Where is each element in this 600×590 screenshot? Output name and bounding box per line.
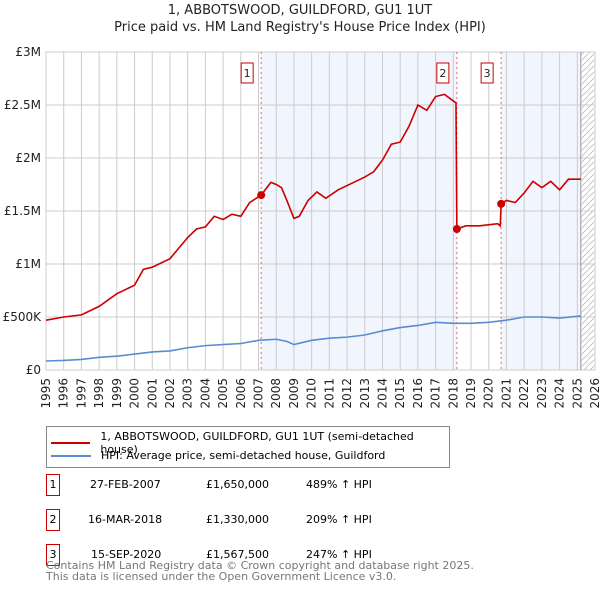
y-tick-label: £2M <box>15 151 41 165</box>
x-tick-label: 1995 <box>39 378 53 409</box>
legend: 1, ABBOTSWOOD, GUILDFORD, GU1 1UT (semi-… <box>46 426 450 468</box>
plot-frame <box>45 51 596 371</box>
y-tick-label: £1.5M <box>4 204 41 218</box>
x-tick-label: 2022 <box>517 378 531 409</box>
y-tick-label: £0 <box>26 363 41 377</box>
sale-marker-box <box>240 62 254 84</box>
x-tick-label: 2020 <box>482 378 496 409</box>
sale-marker-box <box>436 62 450 84</box>
x-tick-label: 2023 <box>535 378 549 409</box>
plot-area: 1995 1996 1997 1998 1999 2000 2001 2002 2003 2004… <box>3 45 600 409</box>
x-tick-label: 2003 <box>181 378 195 409</box>
sale-date: 27-FEB-2007 <box>90 478 161 491</box>
x-tick-label: 1997 <box>74 378 88 409</box>
x-tick-label: 2024 <box>553 378 567 409</box>
x-tick-label: 2017 <box>429 378 443 409</box>
x-tick-label: 2010 <box>305 378 319 409</box>
x-tick-label: 2007 <box>252 378 266 409</box>
x-tick-label: 2008 <box>269 378 283 409</box>
x-tick-label: 2013 <box>358 378 372 409</box>
footer: Contains HM Land Registry data © Crown c… <box>46 560 474 582</box>
sale-date: 15-SEP-2020 <box>91 548 162 561</box>
sale-point <box>497 199 506 208</box>
sale-marker-box <box>480 62 494 84</box>
x-tick-label: 2015 <box>393 378 407 409</box>
x-tick-label: 2019 <box>464 378 478 409</box>
x-tick-label: 1996 <box>57 378 71 409</box>
footer-line-2: This data is licensed under the Open Gov… <box>46 570 397 583</box>
sale-hpi-change: 247% ↑ HPI <box>306 548 372 561</box>
sale-marker-label: 3 <box>46 544 60 566</box>
x-tick-label: 1999 <box>110 378 124 409</box>
x-tick-label: 2012 <box>340 378 354 409</box>
hpi-line <box>45 315 581 362</box>
sale-row: 1 27-FEB-2007 £1,650,000 489% ↑ HPI <box>46 474 446 496</box>
x-tick-label: 2004 <box>198 378 212 409</box>
sale-point <box>452 225 461 234</box>
sale-marker-label: 3 <box>484 67 491 80</box>
x-tick-label: 2002 <box>163 378 177 409</box>
x-tick-label: 1998 <box>92 378 106 409</box>
sale-row: 3 15-SEP-2020 £1,567,500 247% ↑ HPI <box>46 544 446 566</box>
legend-swatch-property <box>51 442 91 444</box>
legend-swatch-hpi <box>51 454 91 457</box>
sale-marker-label: 2 <box>439 67 446 80</box>
x-tick-label: 2006 <box>234 378 248 409</box>
sale-marker-label: 1 <box>46 474 60 496</box>
legend-label-property: 1, ABBOTSWOOD, GUILDFORD, GU1 1UT (semi-… <box>100 430 414 456</box>
chart-title: 1, ABBOTSWOOD, GUILDFORD, GU1 1UT <box>167 3 433 18</box>
x-tick-label: 2016 <box>411 378 425 409</box>
sale-row: 2 16-MAR-2018 £1,330,000 209% ↑ HPI <box>46 509 446 531</box>
x-tick-label: 2009 <box>287 378 301 409</box>
x-tick-label: 2018 <box>446 378 460 409</box>
x-tick-label: 2011 <box>322 378 336 409</box>
chart-subtitle: Price paid vs. HM Land Registry's House … <box>114 20 486 35</box>
sale-hpi-change: 209% ↑ HPI <box>306 513 372 526</box>
y-tick-label: £500K <box>3 310 43 324</box>
sale-marker-label: 1 <box>244 67 251 80</box>
sale-price: £1,567,500 <box>206 548 269 561</box>
x-tick-label: 2005 <box>216 378 230 409</box>
x-tick-label: 2014 <box>375 378 389 409</box>
legend-label-hpi: HPI: Average price, semi-detached house,… <box>101 449 386 462</box>
x-tick-label: 2025 <box>570 378 584 409</box>
y-tick-label: £2.5M <box>4 98 41 112</box>
sale-price: £1,330,000 <box>206 513 269 526</box>
x-tick-label: 2000 <box>128 378 142 409</box>
y-tick-label: £1M <box>15 257 41 271</box>
x-tick-label: 2021 <box>499 378 513 409</box>
sale-price: £1,650,000 <box>206 478 269 491</box>
sale-hpi-change: 489% ↑ HPI <box>306 478 372 491</box>
sale-point <box>257 191 266 200</box>
price-line <box>45 93 581 321</box>
sale-date: 16-MAR-2018 <box>88 513 163 526</box>
sale-marker-label: 2 <box>46 509 60 531</box>
x-tick-label: 2001 <box>145 378 159 409</box>
y-tick-label: £3M <box>15 45 41 59</box>
x-tick-label: 2026 <box>588 378 600 409</box>
footer-line-1: Contains HM Land Registry data © Crown c… <box>46 559 474 572</box>
